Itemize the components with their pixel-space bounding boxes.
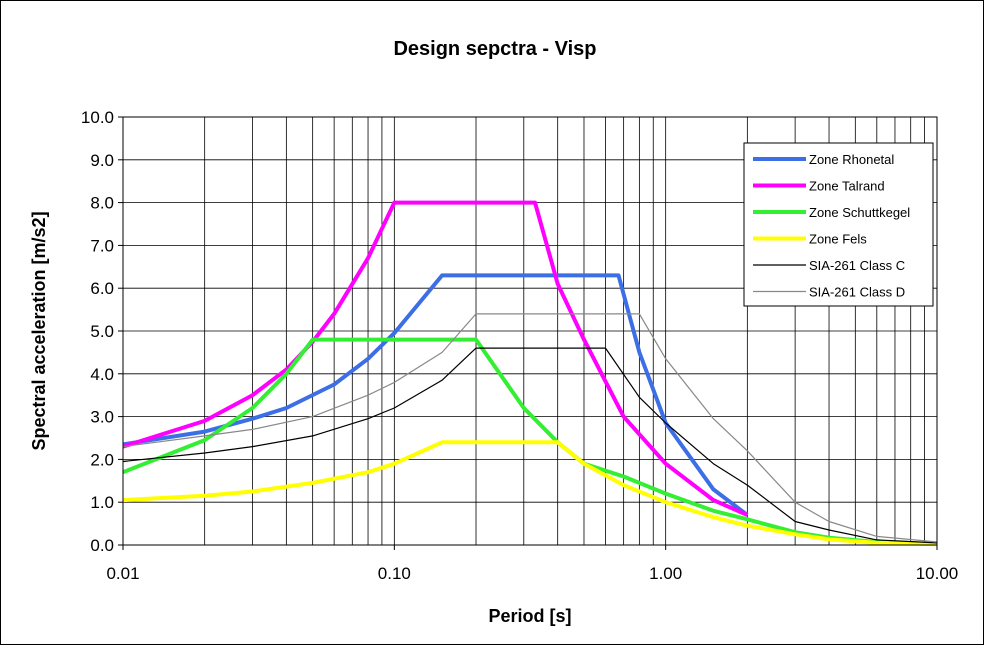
x-tick-label: 1.00 [649,564,682,583]
y-tick-label: 10.0 [81,108,114,127]
x-axis-ticks: 0.01 0.10 1.00 10.00 [106,545,958,583]
series-line-zone-talrand [122,200,749,517]
x-axis-title: Period [s] [488,606,571,626]
legend-label: SIA-261 Class C [809,258,905,273]
x-tick-label: 0.01 [106,564,139,583]
y-tick-label: 5.0 [90,322,114,341]
x-tick-label: 10.00 [916,564,959,583]
legend-box [743,142,934,307]
y-tick-label: 9.0 [90,151,114,170]
y-axis-ticks: 0.0 1.0 2.0 3.0 4.0 5.0 6.0 7.0 8.0 9.0 10.0 [81,108,123,555]
legend-label: SIA-261 Class D [809,285,905,300]
legend-label: Zone Fels [809,232,867,247]
series-line-zone-fels [122,440,938,547]
series-line-sia-261-class-c [122,347,938,544]
y-tick-label: 0.0 [90,536,114,555]
series-line-sia-261-class-d [122,313,938,543]
y-tick-label: 8.0 [90,194,114,213]
x-tick-label: 0.10 [378,564,411,583]
y-tick-label: 3.0 [90,408,114,427]
series-line-zone-rhonetal [122,273,749,517]
legend-label: Zone Rhonetal [809,152,894,167]
y-tick-label: 4.0 [90,365,114,384]
y-tick-label: 2.0 [90,450,114,469]
legend-label: Zone Schuttkegel [809,205,910,220]
series-lines [122,200,938,547]
y-tick-label: 7.0 [90,236,114,255]
legend-label: Zone Talrand [809,179,885,194]
y-tick-label: 1.0 [90,493,114,512]
y-tick-label: 6.0 [90,279,114,298]
chart-title: Design sepctra - Visp [393,38,596,60]
y-axis-title: Spectral acceleration [m/s2] [29,211,49,450]
legend: Zone Rhonetal Zone Talrand Zone Schuttkege… [743,142,934,307]
